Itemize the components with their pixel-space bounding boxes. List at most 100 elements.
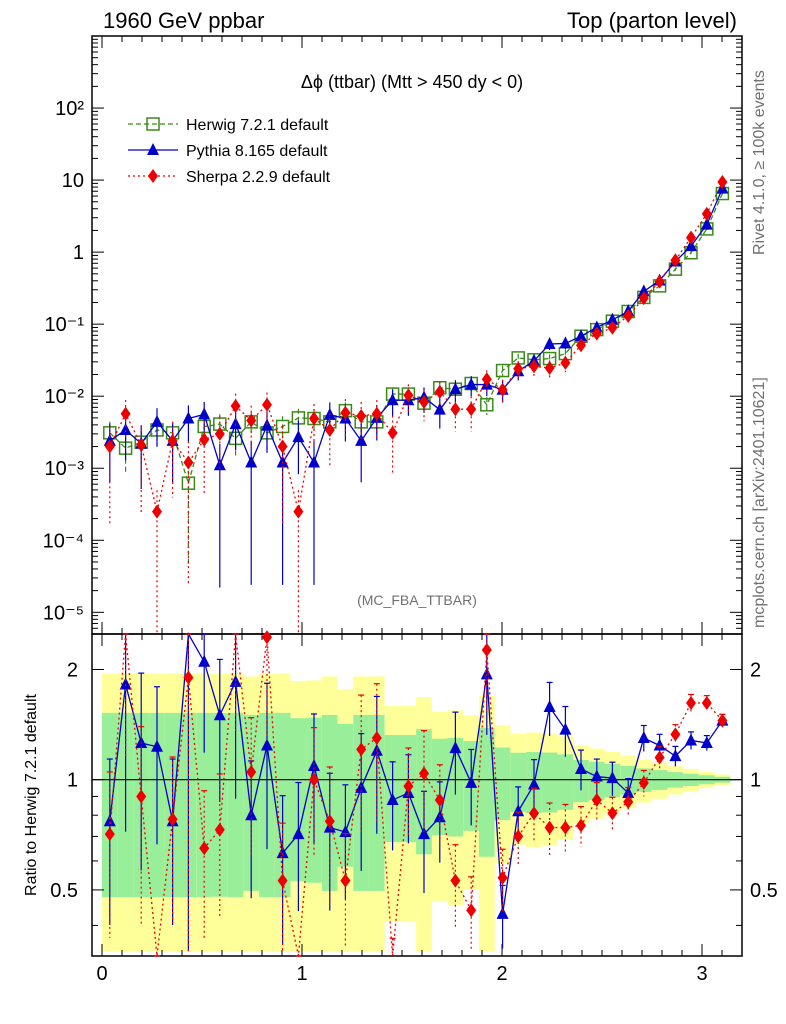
main-y-tick-label: 10⁻⁵ (43, 602, 84, 624)
pythia-marker (606, 771, 619, 784)
main-y-tick-label: 10⁻¹ (45, 314, 85, 336)
herwig-marker (480, 398, 494, 412)
sherpa-marker (167, 433, 178, 448)
sherpa-marker (607, 320, 618, 335)
ratio-line-pythia (109, 631, 723, 915)
sherpa-marker (544, 820, 555, 835)
ratio-band-inner (494, 747, 511, 821)
ratio-band-inner (478, 728, 495, 857)
main-y-tick-label: 10⁻⁴ (43, 530, 84, 552)
pythia-marker (213, 708, 226, 721)
pythia-marker (119, 422, 132, 435)
pythia-marker (590, 320, 603, 333)
sherpa-marker (654, 274, 665, 289)
sherpa-marker (136, 789, 147, 804)
sherpa-marker (183, 670, 194, 685)
sherpa-marker (419, 395, 429, 410)
pythia-marker (700, 735, 713, 748)
sherpa-marker (246, 413, 257, 428)
pythia-marker (103, 814, 116, 827)
x-tick-label: 3 (696, 963, 707, 985)
pythia-marker (685, 733, 697, 746)
pythia-marker (261, 418, 273, 431)
main-y-tick-label: 10² (55, 98, 84, 120)
pythia-marker (653, 738, 666, 751)
sherpa-marker (466, 903, 477, 918)
sherpa-marker (434, 384, 445, 399)
pythia-marker (606, 312, 619, 325)
pythia-marker (700, 217, 713, 230)
sherpa-marker (403, 388, 414, 403)
ratio-band-inner (541, 752, 558, 813)
pythia-marker (229, 417, 242, 430)
pythia-marker (198, 654, 211, 667)
sherpa-marker (591, 326, 602, 341)
sherpa-marker (544, 361, 555, 376)
pythia-marker (559, 722, 572, 735)
pythia-marker (637, 284, 650, 297)
plot-title: Δϕ (ttbar) (Mtt > 450 dy < 0) (301, 72, 523, 92)
sherpa-marker (654, 750, 665, 765)
pythia-marker (147, 143, 159, 155)
pythia-marker (480, 667, 493, 680)
sherpa-marker (717, 713, 728, 728)
pythia-marker (449, 382, 462, 395)
ratio-y-tick-label-right: 0.5 (750, 880, 778, 902)
ratio-plot-frame (91, 633, 743, 957)
pythia-marker (355, 433, 368, 446)
sherpa-marker (623, 794, 634, 809)
pythia-marker (465, 775, 478, 788)
pythia-marker (512, 804, 525, 817)
sherpa-marker (277, 439, 288, 454)
side-label-rivet: Rivet 4.1.0, ≥ 100k events (751, 70, 768, 255)
sherpa-marker (167, 812, 178, 827)
sherpa-marker (340, 873, 351, 888)
header-right-title: Top (parton level) (567, 8, 737, 33)
pythia-marker (151, 414, 163, 427)
ratio-series-sherpa (104, 630, 728, 957)
sherpa-marker (387, 425, 398, 440)
ratio-y-label: Ratio to Herwig 7.2.1 default (23, 694, 40, 896)
watermark: (MC_FBA_TTBAR) (357, 592, 477, 608)
pythia-marker (119, 677, 132, 690)
pythia-marker (528, 777, 540, 790)
pythia-marker (575, 761, 587, 774)
sherpa-marker (309, 411, 319, 426)
sherpa-marker (309, 772, 319, 787)
sherpa-marker (670, 253, 681, 268)
sherpa-marker (371, 406, 382, 421)
pythia-marker (496, 906, 509, 919)
sherpa-marker (356, 409, 367, 424)
pythia-marker (308, 759, 320, 772)
sherpa-marker (371, 730, 382, 745)
sherpa-marker (529, 806, 539, 821)
x-tick-label: 2 (496, 963, 507, 985)
sherpa-marker (246, 764, 257, 779)
pythia-marker (245, 455, 258, 468)
sherpa-marker (481, 643, 492, 658)
sherpa-marker (230, 399, 241, 414)
x-tick-label: 0 (96, 963, 107, 985)
series-sherpa (104, 175, 728, 634)
pythia-marker (465, 377, 478, 390)
sherpa-marker (403, 779, 414, 794)
sherpa-marker (686, 230, 696, 245)
pythia-marker (182, 411, 195, 424)
sherpa-marker (466, 402, 477, 417)
sherpa-marker (497, 870, 508, 885)
pythia-marker (276, 846, 289, 859)
sherpa-marker (513, 829, 524, 844)
header-left-title: 1960 GeV ppbar (103, 8, 264, 33)
sherpa-marker (104, 827, 115, 842)
sherpa-marker (324, 422, 335, 437)
pythia-marker (151, 739, 163, 752)
pythia-marker (622, 785, 635, 798)
main-y-tick-label: 10⁻² (45, 386, 85, 408)
sherpa-marker (670, 727, 681, 742)
sherpa-marker (560, 820, 571, 835)
ratio-y-tick-label-left: 2 (67, 659, 78, 681)
sherpa-marker (701, 695, 712, 710)
pythia-marker (386, 793, 399, 806)
sherpa-marker (717, 175, 728, 190)
